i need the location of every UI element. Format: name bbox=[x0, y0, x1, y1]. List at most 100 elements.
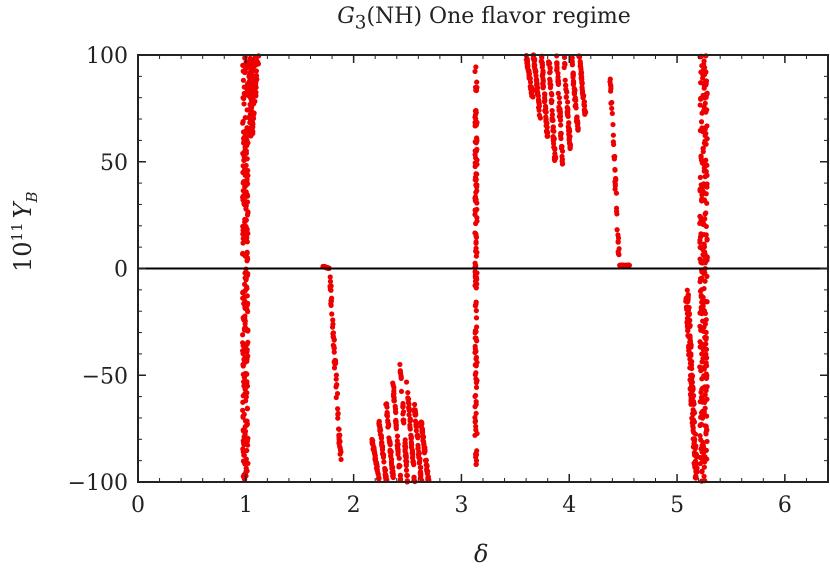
data-point bbox=[390, 471, 396, 477]
data-point bbox=[688, 394, 694, 400]
data-point bbox=[565, 112, 571, 118]
data-point bbox=[540, 85, 546, 91]
data-point bbox=[242, 216, 248, 223]
data-point bbox=[702, 321, 709, 327]
data-point bbox=[570, 74, 576, 80]
data-point bbox=[530, 94, 536, 100]
data-point bbox=[244, 371, 250, 377]
data-point bbox=[241, 434, 247, 440]
data-point bbox=[547, 81, 553, 87]
data-point bbox=[240, 407, 246, 413]
data-point bbox=[331, 349, 337, 355]
data-point bbox=[241, 95, 247, 102]
data-point bbox=[619, 262, 625, 268]
data-point bbox=[548, 90, 555, 97]
data-point bbox=[700, 294, 706, 300]
data-point bbox=[473, 315, 480, 321]
data-point bbox=[557, 106, 563, 112]
data-points bbox=[240, 52, 710, 485]
data-point bbox=[243, 277, 249, 283]
data-point bbox=[542, 97, 548, 103]
y-tick-label: 50 bbox=[100, 151, 128, 176]
data-point bbox=[564, 105, 571, 111]
data-point bbox=[525, 64, 531, 70]
data-point bbox=[573, 97, 579, 104]
data-point bbox=[699, 442, 705, 449]
data-point bbox=[242, 189, 248, 195]
data-point bbox=[549, 98, 555, 104]
data-point bbox=[472, 419, 478, 425]
data-point bbox=[531, 57, 538, 63]
x-tick-label: 4 bbox=[562, 493, 576, 518]
data-point bbox=[615, 238, 621, 245]
data-point bbox=[416, 460, 422, 466]
data-point bbox=[703, 423, 709, 430]
data-point bbox=[245, 210, 251, 216]
data-point bbox=[389, 465, 395, 471]
data-point bbox=[700, 218, 706, 224]
data-point bbox=[699, 359, 705, 365]
data-point bbox=[245, 460, 251, 466]
data-point bbox=[335, 410, 341, 417]
data-point bbox=[423, 457, 429, 463]
data-point bbox=[575, 120, 581, 126]
data-point bbox=[697, 276, 704, 282]
data-point bbox=[398, 370, 404, 377]
data-point bbox=[578, 69, 584, 75]
data-point bbox=[473, 64, 479, 70]
data-point bbox=[251, 87, 257, 93]
data-point bbox=[703, 341, 709, 347]
data-point bbox=[687, 333, 693, 339]
data-point bbox=[403, 454, 409, 460]
data-point bbox=[253, 54, 259, 61]
data-point bbox=[244, 142, 250, 149]
data-point bbox=[524, 57, 530, 63]
data-point bbox=[690, 384, 696, 390]
data-point bbox=[697, 102, 703, 108]
data-point bbox=[533, 82, 540, 88]
data-point bbox=[702, 392, 708, 398]
data-point bbox=[612, 181, 618, 187]
data-point bbox=[609, 99, 615, 106]
data-point bbox=[472, 160, 478, 166]
data-point bbox=[240, 414, 246, 420]
y-label-exponent: 11 bbox=[8, 222, 26, 242]
data-point bbox=[555, 74, 561, 80]
data-point bbox=[376, 418, 382, 424]
data-point bbox=[473, 458, 480, 464]
data-point bbox=[243, 456, 249, 462]
data-point bbox=[405, 399, 412, 406]
data-point bbox=[699, 351, 705, 357]
data-point bbox=[684, 321, 690, 327]
data-point bbox=[396, 455, 402, 461]
data-point bbox=[697, 288, 704, 294]
data-point bbox=[400, 402, 406, 408]
data-point bbox=[614, 227, 620, 233]
data-point bbox=[398, 388, 405, 395]
data-point bbox=[613, 190, 620, 196]
data-point bbox=[423, 462, 430, 468]
data-point bbox=[581, 102, 587, 108]
data-point bbox=[703, 329, 709, 335]
data-point bbox=[418, 419, 424, 425]
data-point bbox=[472, 302, 478, 309]
data-point bbox=[541, 91, 548, 97]
data-point bbox=[473, 335, 479, 341]
data-point bbox=[700, 72, 706, 78]
y-tick-label: −100 bbox=[68, 471, 128, 496]
data-point bbox=[702, 399, 708, 405]
data-point bbox=[241, 90, 247, 97]
data-point bbox=[240, 428, 247, 434]
data-point bbox=[472, 114, 478, 120]
data-point bbox=[330, 330, 337, 336]
chart-title: G3(NH) One flavor regime bbox=[140, 4, 828, 33]
data-point bbox=[472, 68, 478, 75]
data-point bbox=[395, 441, 401, 448]
data-point bbox=[558, 130, 564, 137]
data-point bbox=[413, 423, 419, 430]
data-point bbox=[553, 155, 559, 161]
data-point bbox=[252, 92, 258, 98]
data-point bbox=[473, 220, 479, 227]
data-point bbox=[540, 81, 546, 87]
data-point bbox=[614, 211, 620, 217]
